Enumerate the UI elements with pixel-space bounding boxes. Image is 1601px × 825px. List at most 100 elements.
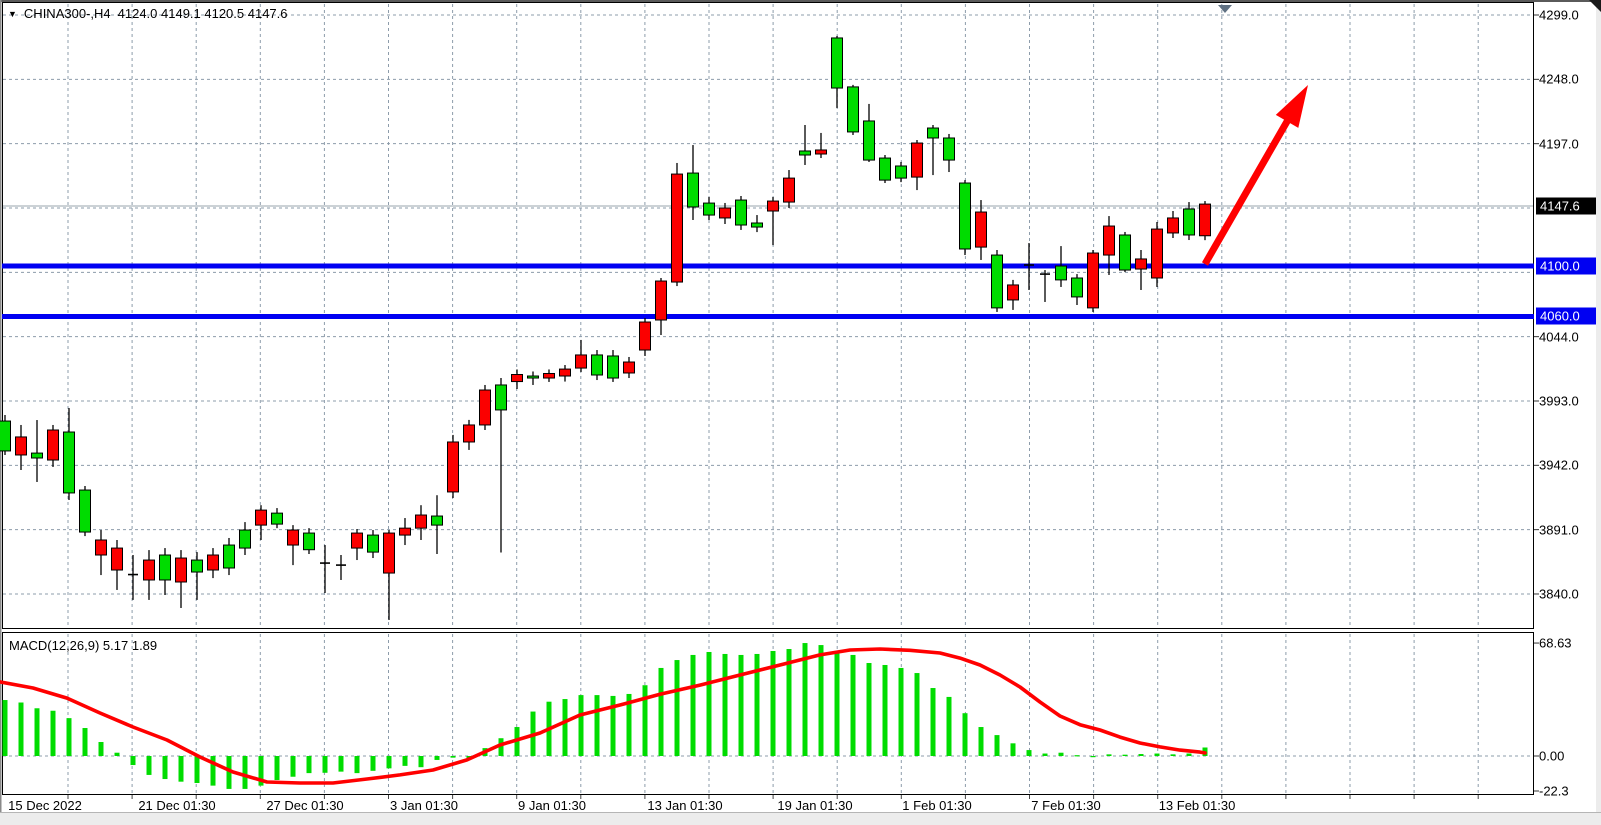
scroll-end-marker-icon — [1218, 5, 1232, 13]
bearish-candle — [175, 557, 187, 583]
macd-histogram-bar — [882, 664, 888, 756]
window-bottom-divider — [0, 812, 1601, 813]
macd-histogram-bar — [674, 660, 680, 756]
bearish-candle — [15, 436, 27, 456]
time-axis-label: 13 Feb 01:30 — [1158, 798, 1236, 813]
macd-histogram-bar — [162, 756, 168, 780]
macd-histogram-bar — [242, 756, 248, 789]
bullish-candle — [495, 384, 507, 411]
bullish-candle — [431, 515, 443, 526]
time-axis-label: 9 Jan 01:30 — [518, 798, 586, 813]
macd-histogram-bar — [418, 756, 424, 768]
window-right-edge — [1596, 0, 1601, 813]
macd-histogram-bar — [994, 735, 1000, 756]
bearish-candle — [559, 368, 571, 377]
bearish-candle — [1087, 252, 1099, 309]
macd-histogram-bar — [1138, 754, 1144, 756]
bearish-candle — [783, 177, 795, 203]
time-axis-label: 13 Jan 01:30 — [647, 798, 723, 813]
macd-histogram-bar — [642, 685, 648, 756]
macd-histogram-bar — [1010, 743, 1016, 756]
macd-histogram-bar — [210, 756, 216, 786]
bearish-candle — [655, 280, 667, 321]
bearish-candle — [1167, 217, 1179, 234]
macd-histogram-bar — [786, 649, 792, 756]
macd-histogram-bar — [1106, 754, 1112, 756]
bearish-candle — [447, 441, 459, 493]
chart-title: ▼ CHINA300-,H4 4124.0 4149.1 4120.5 4147… — [8, 6, 288, 21]
bearish-candle — [1103, 225, 1115, 256]
time-axis-label: 15 Dec 2022 — [8, 798, 82, 813]
ohlc-readout: 4124.0 4149.1 4120.5 4147.6 — [117, 6, 288, 21]
bearish-candle — [911, 142, 923, 178]
bullish-candle — [1071, 277, 1083, 298]
bearish-candle — [383, 532, 395, 574]
bearish-candle — [1151, 228, 1163, 279]
macd-histogram-bar — [402, 756, 408, 766]
macd-histogram-bar — [962, 713, 968, 756]
bullish-candle — [687, 172, 699, 208]
bullish-candle — [239, 529, 251, 549]
macd-histogram-bar — [1122, 754, 1128, 756]
price-axis-label: 3891.0 — [1539, 522, 1579, 538]
macd-histogram-bar — [2, 700, 8, 756]
bullish-candle — [367, 534, 379, 553]
symbol-dropdown-icon[interactable]: ▼ — [8, 9, 17, 19]
bearish-candle — [1199, 203, 1211, 237]
bearish-candle — [767, 200, 779, 212]
macd-histogram-bar — [226, 756, 232, 789]
time-axis-label: 1 Feb 01:30 — [902, 798, 972, 813]
macd-histogram-bar — [1186, 753, 1192, 756]
bearish-candle — [207, 554, 219, 571]
macd-panel[interactable] — [2, 632, 1534, 795]
macd-histogram-bar — [1058, 752, 1064, 756]
price-axis-label: 3942.0 — [1539, 457, 1579, 473]
price-axis-label: 4299.0 — [1539, 7, 1579, 23]
macd-histogram-bar — [66, 718, 72, 756]
bearish-candle — [463, 424, 475, 443]
bullish-candle — [879, 157, 891, 181]
macd-signal-line — [0, 647, 1207, 785]
bullish-candle — [271, 512, 283, 525]
bullish-candle — [847, 86, 859, 133]
trend-arrow-shaft[interactable] — [1201, 114, 1294, 266]
macd-histogram-bar — [610, 695, 616, 756]
macd-axis-label: -22.3 — [1539, 783, 1569, 799]
bullish-candle — [0, 420, 11, 452]
macd-histogram-bar — [18, 702, 24, 756]
bearish-candle — [639, 321, 651, 351]
macd-histogram-bar — [930, 688, 936, 756]
time-axis-label: 19 Jan 01:30 — [777, 798, 853, 813]
macd-histogram-bar — [82, 728, 88, 756]
macd-histogram-bar — [898, 667, 904, 756]
bullish-candle — [159, 554, 171, 581]
bullish-candle — [191, 559, 203, 573]
macd-histogram-bar — [850, 654, 856, 756]
macd-histogram-bar — [1090, 756, 1096, 758]
macd-histogram-bar — [194, 756, 200, 783]
bullish-candle — [991, 254, 1003, 309]
macd-histogram-bar — [1154, 753, 1160, 756]
symbol-timeframe: CHINA300-,H4 — [23, 6, 111, 21]
level-price-label: 4060.0 — [1536, 307, 1596, 325]
bid-price-label: 4147.6 — [1536, 197, 1596, 215]
macd-histogram-bar — [258, 756, 264, 786]
bullish-candle — [591, 354, 603, 376]
macd-histogram-bar — [802, 643, 808, 756]
macd-histogram-bar — [130, 756, 136, 766]
bullish-candle — [943, 137, 955, 161]
macd-histogram-bar — [866, 663, 872, 756]
macd-axis-label: 68.63 — [1539, 635, 1572, 651]
trend-arrow-head[interactable] — [1275, 85, 1308, 128]
macd-histogram-bar — [978, 727, 984, 756]
bearish-candle — [623, 361, 635, 374]
bearish-candle — [543, 372, 555, 379]
level-price-label: 4100.0 — [1536, 257, 1596, 275]
bullish-candle — [927, 127, 939, 139]
macd-histogram-bar — [690, 654, 696, 756]
bullish-candle — [607, 355, 619, 379]
macd-histogram-bar — [434, 756, 440, 760]
macd-histogram-bar — [498, 738, 504, 756]
